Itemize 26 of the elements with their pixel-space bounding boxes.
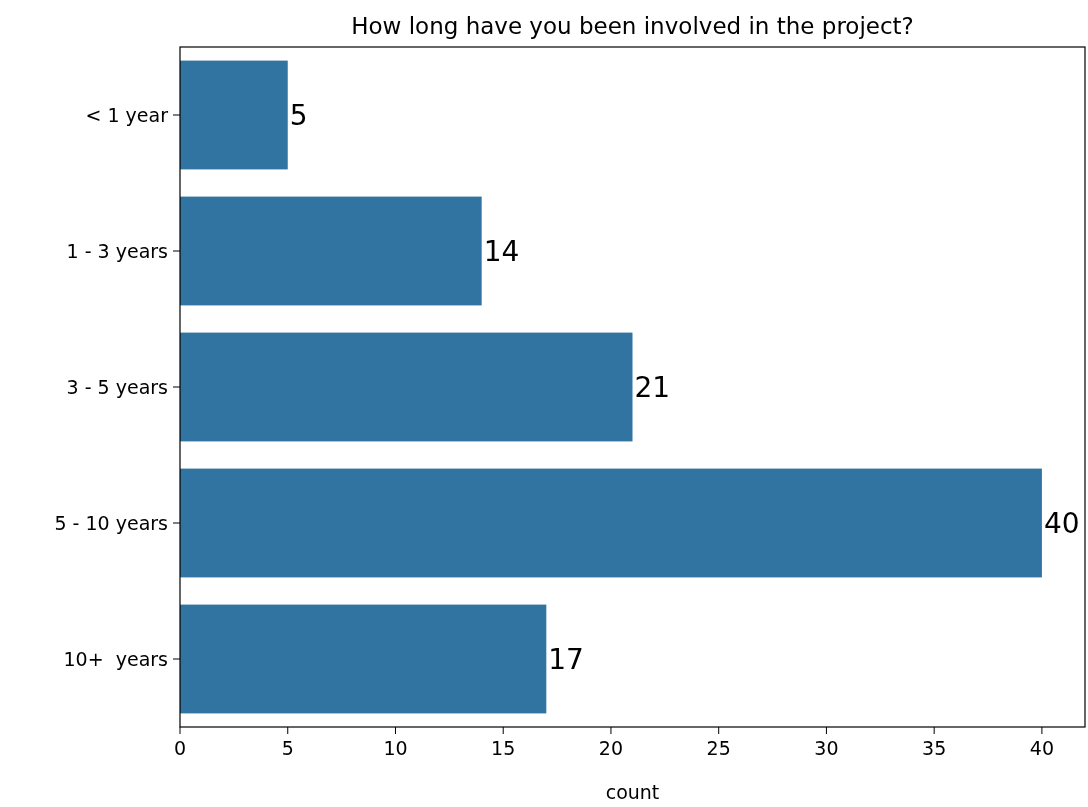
data-label: 40 <box>1043 506 1080 540</box>
x-tick-label: 10 <box>383 737 408 759</box>
x-tick-label: 15 <box>491 737 516 759</box>
x-tick-label: 30 <box>814 737 839 759</box>
data-label: 14 <box>483 234 520 268</box>
x-tick-label: 0 <box>173 737 187 759</box>
bar <box>180 332 633 442</box>
bar <box>180 604 547 714</box>
chart-title: How long have you been involved in the project? <box>351 13 914 39</box>
y-tick-label: 10+ years <box>63 647 168 670</box>
y-tick-label: 1 - 3 years <box>66 239 168 262</box>
x-tick-label: 5 <box>281 737 294 759</box>
x-tick-label: 25 <box>706 737 731 759</box>
x-tick-label: 35 <box>922 737 947 759</box>
y-tick-label: 3 - 5 years <box>66 375 168 398</box>
x-axis-title: count <box>605 781 660 803</box>
data-label: 21 <box>634 370 671 404</box>
x-tick-label: 20 <box>598 737 624 759</box>
data-label: 5 <box>289 98 308 132</box>
x-tick-label: 40 <box>1029 737 1054 759</box>
y-tick-label: 5 - 10 years <box>54 511 168 534</box>
bar <box>180 60 288 170</box>
bar <box>180 468 1042 578</box>
y-tick-label: < 1 year <box>85 103 169 126</box>
bar <box>180 196 482 306</box>
data-label: 17 <box>548 642 584 676</box>
